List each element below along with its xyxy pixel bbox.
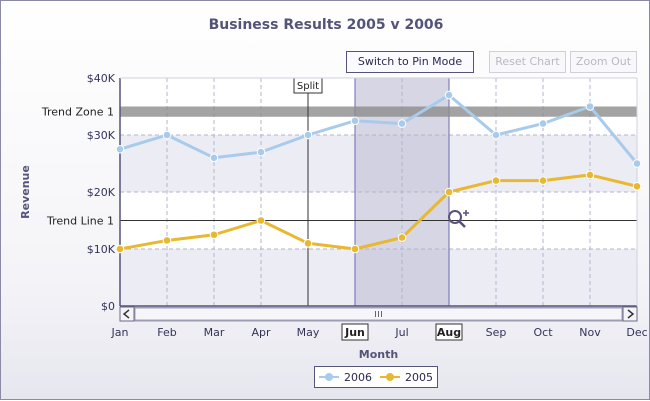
data-point-2005[interactable] [256,216,266,225]
switch-to-pin-mode-button[interactable]: Switch to Pin Mode [346,51,474,73]
reset-chart-button[interactable]: Reset Chart [489,51,566,73]
data-point-2005[interactable] [491,176,501,185]
x-tick-label: Mar [204,326,225,339]
legend-item-2006[interactable]: 2006 [319,371,372,384]
y-tick-label: $40K [87,72,116,85]
trend-zone-label: Trend Zone 1 [41,106,114,119]
data-point-2006[interactable] [256,147,266,157]
data-point-2006[interactable] [115,144,125,154]
split-label: Split [297,81,319,92]
data-point-2006[interactable] [444,90,454,100]
x-tick-label: Sep [486,326,507,339]
scroll-left-button[interactable] [119,306,135,322]
arrow-left-icon [122,309,130,319]
x-tick-label: May [297,326,320,339]
data-point-2005[interactable] [585,170,595,180]
y-tick-label: $30K [87,129,116,142]
scroll-right-button[interactable] [622,306,638,322]
data-point-2005[interactable] [350,244,360,254]
x-tick-label: Jan [111,326,129,339]
data-point-2006[interactable] [209,153,219,163]
data-point-2005[interactable] [538,176,548,185]
legend-symbol-2006 [319,373,339,381]
zoom-out-button[interactable]: Zoom Out [570,51,637,73]
series-line-2006[interactable] [119,93,639,165]
arrow-right-icon [627,309,635,319]
legend: 2006 2005 [314,366,438,388]
data-point-2006[interactable] [538,119,548,128]
chart-title: Business Results 2005 v 2006 [208,17,444,33]
x-axis-title: Month [359,348,398,361]
data-point-2005[interactable] [397,233,407,242]
x-tick-label: Dec [626,326,647,339]
data-point-2005[interactable] [303,239,313,248]
data-point-2005[interactable] [115,244,125,254]
legend-label-2005: 2005 [405,370,433,384]
y-axis-title: Revenue [19,165,32,219]
legend-symbol-2005 [380,373,400,381]
data-point-2005[interactable] [162,236,172,245]
trend-line-label: Trend Line 1 [46,215,114,228]
data-point-2005[interactable] [632,182,642,191]
x-tick-label: Apr [251,326,271,339]
x-tick-highlight-box [341,323,369,341]
x-tick-label: Jun [344,326,365,339]
x-tick-label: Aug [437,326,461,339]
legend-item-2005[interactable]: 2005 [380,371,433,384]
data-point-2005[interactable] [209,230,219,240]
series-line-2005[interactable] [119,173,638,251]
zoom-in-icon [448,210,462,224]
y-tick-label: $20K [87,186,116,199]
y-tick-label: $0 [101,300,115,313]
x-tick-label: Jul [394,326,408,339]
x-tick-label: Feb [157,326,176,339]
data-point-2006[interactable] [162,130,172,140]
x-tick-highlight-box [435,323,463,341]
data-point-2006[interactable] [350,116,360,126]
legend-label-2006: 2006 [344,370,372,384]
x-tick-label: Nov [579,326,601,339]
data-point-2006[interactable] [397,119,407,128]
data-point-2006[interactable] [491,130,501,140]
zoom-icon-handle [458,220,466,228]
x-tick-label: Oct [533,326,553,339]
zoom-icon-plus [463,210,469,216]
data-point-2006[interactable] [632,159,642,168]
data-point-2005[interactable] [444,187,454,197]
data-point-2006[interactable] [303,130,313,140]
data-point-2006[interactable] [585,102,595,111]
y-tick-label: $10K [87,243,116,256]
trend-zone-band [120,106,637,117]
